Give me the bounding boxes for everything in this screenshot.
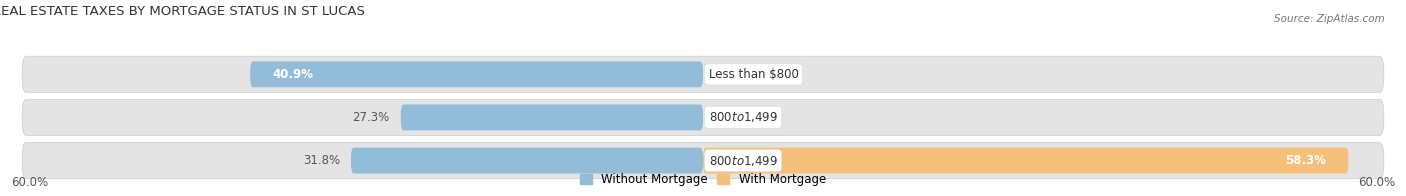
FancyBboxPatch shape [352, 148, 703, 173]
Text: 27.3%: 27.3% [353, 111, 389, 124]
Legend: Without Mortgage, With Mortgage: Without Mortgage, With Mortgage [575, 169, 831, 191]
Text: $800 to $1,499: $800 to $1,499 [709, 111, 778, 124]
Text: 40.9%: 40.9% [273, 68, 314, 81]
Text: 0.0%: 0.0% [742, 111, 772, 124]
Text: 0.0%: 0.0% [742, 68, 772, 81]
Text: Less than $800: Less than $800 [709, 68, 799, 81]
FancyBboxPatch shape [703, 148, 1348, 173]
FancyBboxPatch shape [22, 142, 1384, 179]
FancyBboxPatch shape [250, 61, 703, 87]
FancyBboxPatch shape [401, 104, 703, 130]
Text: 58.3%: 58.3% [1285, 154, 1326, 167]
FancyBboxPatch shape [22, 56, 1384, 93]
Text: $800 to $1,499: $800 to $1,499 [709, 153, 778, 168]
Text: Source: ZipAtlas.com: Source: ZipAtlas.com [1274, 14, 1385, 24]
Text: 60.0%: 60.0% [11, 176, 48, 190]
FancyBboxPatch shape [22, 99, 1384, 136]
Text: REAL ESTATE TAXES BY MORTGAGE STATUS IN ST LUCAS: REAL ESTATE TAXES BY MORTGAGE STATUS IN … [0, 5, 364, 18]
Text: 60.0%: 60.0% [1358, 176, 1395, 190]
Text: 31.8%: 31.8% [302, 154, 340, 167]
